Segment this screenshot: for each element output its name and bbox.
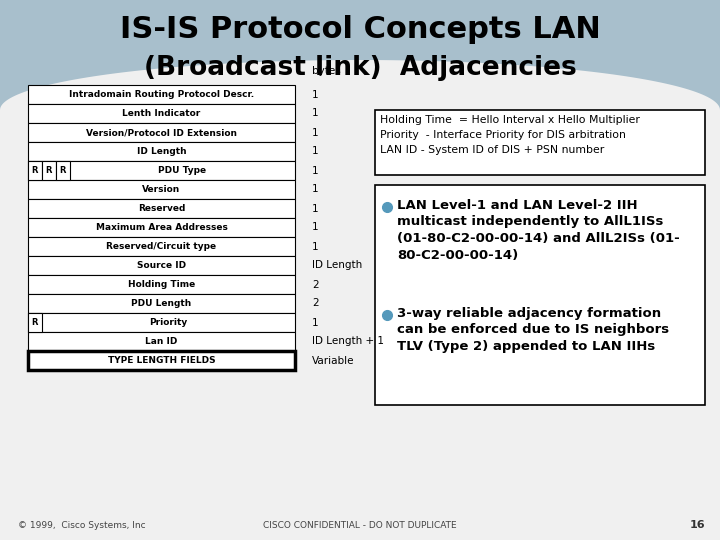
Bar bbox=[28, 294, 295, 313]
Bar bbox=[28, 237, 295, 256]
Text: ID Length: ID Length bbox=[137, 147, 186, 156]
Bar bbox=[28, 351, 295, 370]
Polygon shape bbox=[0, 0, 720, 110]
Bar bbox=[28, 142, 295, 161]
Text: Reserved/Circuit type: Reserved/Circuit type bbox=[107, 242, 217, 251]
Text: © 1999,  Cisco Systems, Inc: © 1999, Cisco Systems, Inc bbox=[18, 521, 145, 530]
Bar bbox=[28, 218, 295, 237]
Text: Variable: Variable bbox=[312, 355, 354, 366]
Text: TYPE LENGTH FIELDS: TYPE LENGTH FIELDS bbox=[108, 356, 215, 365]
Text: 1: 1 bbox=[312, 222, 319, 233]
Text: 1: 1 bbox=[312, 146, 319, 157]
Bar bbox=[28, 313, 295, 332]
Text: R: R bbox=[32, 318, 38, 327]
Text: Priority: Priority bbox=[149, 318, 188, 327]
Text: PDU Type: PDU Type bbox=[158, 166, 207, 175]
Text: IS-IS Protocol Concepts LAN: IS-IS Protocol Concepts LAN bbox=[120, 16, 600, 44]
Bar bbox=[28, 180, 295, 199]
Text: 1: 1 bbox=[312, 241, 319, 252]
Bar bbox=[28, 332, 295, 351]
Text: 16: 16 bbox=[689, 520, 705, 530]
Text: Version/Protocol ID Extension: Version/Protocol ID Extension bbox=[86, 128, 237, 137]
Text: Holding Time  = Hello Interval x Hello Multiplier
Priority  - Interface Priority: Holding Time = Hello Interval x Hello Mu… bbox=[380, 115, 640, 154]
Text: Reserved: Reserved bbox=[138, 204, 185, 213]
Text: 1: 1 bbox=[312, 318, 319, 327]
Text: bytes: bytes bbox=[312, 66, 341, 76]
Text: LAN Level-1 and LAN Level-2 IIH
multicast independently to AllL1ISs
(01-80-C2-00: LAN Level-1 and LAN Level-2 IIH multicas… bbox=[397, 199, 680, 261]
Text: ID Length: ID Length bbox=[312, 260, 362, 271]
Bar bbox=[56, 161, 70, 180]
Text: Lan ID: Lan ID bbox=[145, 337, 178, 346]
Text: 1: 1 bbox=[312, 185, 319, 194]
Bar bbox=[28, 313, 42, 332]
Bar bbox=[28, 275, 295, 294]
Text: 1: 1 bbox=[312, 90, 319, 99]
Bar bbox=[28, 161, 295, 180]
Bar bbox=[28, 104, 295, 123]
Text: 2: 2 bbox=[312, 280, 319, 289]
Bar bbox=[375, 185, 705, 405]
Text: 1: 1 bbox=[312, 165, 319, 176]
Bar bbox=[28, 256, 295, 275]
Text: CISCO CONFIDENTIAL - DO NOT DUPLICATE: CISCO CONFIDENTIAL - DO NOT DUPLICATE bbox=[264, 521, 456, 530]
Text: 1: 1 bbox=[312, 127, 319, 138]
Bar bbox=[375, 110, 705, 175]
Text: 1: 1 bbox=[312, 204, 319, 213]
Text: 2: 2 bbox=[312, 299, 319, 308]
Text: Source ID: Source ID bbox=[137, 261, 186, 270]
Text: Version: Version bbox=[143, 185, 181, 194]
Text: R: R bbox=[60, 166, 66, 175]
Text: R: R bbox=[46, 166, 53, 175]
Text: 1: 1 bbox=[312, 109, 319, 118]
Text: ID Length + 1: ID Length + 1 bbox=[312, 336, 384, 347]
Text: Maximum Area Addresses: Maximum Area Addresses bbox=[96, 223, 228, 232]
Bar bbox=[42, 161, 56, 180]
Bar bbox=[28, 199, 295, 218]
Text: (Broadcast link)  Adjacencies: (Broadcast link) Adjacencies bbox=[143, 55, 577, 81]
Bar bbox=[28, 123, 295, 142]
Text: Holding Time: Holding Time bbox=[128, 280, 195, 289]
Bar bbox=[28, 85, 295, 104]
Text: Intradomain Routing Protocol Descr.: Intradomain Routing Protocol Descr. bbox=[69, 90, 254, 99]
Text: R: R bbox=[32, 166, 38, 175]
Text: Lenth Indicator: Lenth Indicator bbox=[122, 109, 201, 118]
Text: 3-way reliable adjacency formation
can be enforced due to IS neighbors
TLV (Type: 3-way reliable adjacency formation can b… bbox=[397, 307, 669, 353]
Text: PDU Length: PDU Length bbox=[131, 299, 192, 308]
Bar bbox=[28, 161, 42, 180]
